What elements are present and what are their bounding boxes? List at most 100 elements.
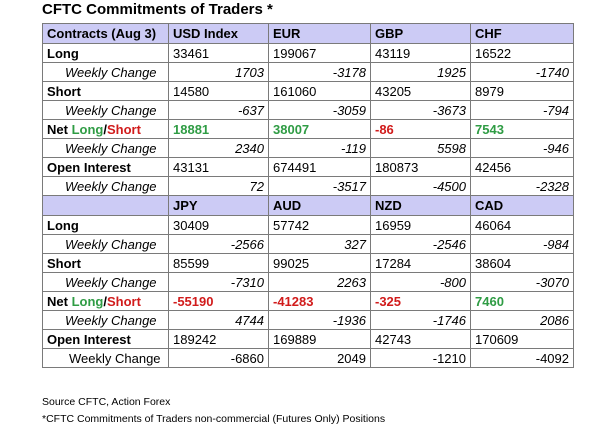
oi-change-row: Weekly Change -6860 2049 -1210 -4092 [42,348,574,368]
header-currency: NZD [370,195,471,216]
value-cell: -4092 [470,348,574,368]
value-cell: 327 [268,234,371,254]
long-change-row: Weekly Change -2566 327 -2546 -984 [42,234,574,254]
net-label-part: Long [71,121,104,137]
value-cell: 7460 [470,291,574,311]
header-currency: CAD [470,195,574,216]
value-cell: 189242 [168,329,269,349]
value-cell: 99025 [268,253,371,273]
value-cell: -1936 [268,310,371,330]
value-cell: -7310 [168,272,269,292]
row-label: Weekly Change [42,100,169,120]
net-label-part: Long [71,293,104,309]
row-label: Weekly Change [42,348,169,368]
header-row: Contracts (Aug 3) USD Index EUR GBP CHF [42,23,574,44]
value-cell: 7543 [470,119,574,139]
header-currency: GBP [370,23,471,44]
value-cell: -794 [470,100,574,120]
value-cell: -6860 [168,348,269,368]
row-label: Short [42,81,169,101]
header-contracts [42,195,169,216]
value-cell: 2263 [268,272,371,292]
value-cell: 1925 [370,62,471,82]
value-cell: 46064 [470,215,574,235]
value-cell: -800 [370,272,471,292]
net-row: Net Long/Short 18881 38007 -86 7543 [42,119,574,139]
value-cell: -3673 [370,100,471,120]
value-cell: -1740 [470,62,574,82]
net-change-row: Weekly Change 2340 -119 5598 -946 [42,138,574,158]
row-label: Weekly Change [42,62,169,82]
value-cell: 43131 [168,157,269,177]
header-currency: CHF [470,23,574,44]
oi-row: Open Interest 43131 674491 180873 42456 [42,157,574,177]
short-change-row: Weekly Change -7310 2263 -800 -3070 [42,272,574,292]
value-cell: -637 [168,100,269,120]
value-cell: -3070 [470,272,574,292]
value-cell: -2566 [168,234,269,254]
row-label: Long [42,43,169,63]
value-cell: 180873 [370,157,471,177]
row-label: Net Long/Short [42,119,169,139]
value-cell: 85599 [168,253,269,273]
row-label: Weekly Change [42,310,169,330]
value-cell: -3178 [268,62,371,82]
value-cell: 5598 [370,138,471,158]
value-cell: 16522 [470,43,574,63]
value-cell: 38007 [268,119,371,139]
value-cell: -1746 [370,310,471,330]
value-cell: -325 [370,291,471,311]
footnote: *CFTC Commitments of Traders non-commerc… [42,413,386,425]
value-cell: 43119 [370,43,471,63]
row-label: Weekly Change [42,272,169,292]
short-row: Short 85599 99025 17284 38604 [42,253,574,273]
value-cell: -984 [470,234,574,254]
value-cell: -3517 [268,176,371,196]
header-currency: JPY [168,195,269,216]
net-row: Net Long/Short -55190 -41283 -325 7460 [42,291,574,311]
value-cell: -86 [370,119,471,139]
value-cell: -1210 [370,348,471,368]
header-contracts: Contracts (Aug 3) [42,23,169,44]
row-label: Open Interest [42,157,169,177]
value-cell: 38604 [470,253,574,273]
header-currency: USD Index [168,23,269,44]
value-cell: 2049 [268,348,371,368]
value-cell: -4500 [370,176,471,196]
value-cell: 674491 [268,157,371,177]
value-cell: -41283 [268,291,371,311]
net-label-part: / [103,121,107,137]
oi-row: Open Interest 189242 169889 42743 170609 [42,329,574,349]
page-title: CFTC Commitments of Traders * [42,1,273,18]
row-label: Long [42,215,169,235]
row-label: Weekly Change [42,176,169,196]
value-cell: 14580 [168,81,269,101]
long-row: Long 33461 199067 43119 16522 [42,43,574,63]
value-cell: -946 [470,138,574,158]
row-label: Weekly Change [42,138,169,158]
value-cell: 2340 [168,138,269,158]
net-label-part: Short [106,293,141,309]
value-cell: -3059 [268,100,371,120]
cot-table: Contracts (Aug 3) USD Index EUR GBP CHF Long 3… [42,23,574,368]
short-change-row: Weekly Change -637 -3059 -3673 -794 [42,100,574,120]
value-cell: 161060 [268,81,371,101]
value-cell: 17284 [370,253,471,273]
value-cell: 72 [168,176,269,196]
net-label-part: / [103,293,107,309]
value-cell: 169889 [268,329,371,349]
net-change-row: Weekly Change 4744 -1936 -1746 2086 [42,310,574,330]
value-cell: -55190 [168,291,269,311]
value-cell: 33461 [168,43,269,63]
short-row: Short 14580 161060 43205 8979 [42,81,574,101]
long-change-row: Weekly Change 1703 -3178 1925 -1740 [42,62,574,82]
value-cell: 42743 [370,329,471,349]
value-cell: 2086 [470,310,574,330]
row-label: Weekly Change [42,234,169,254]
long-row: Long 30409 57742 16959 46064 [42,215,574,235]
row-label: Net Long/Short [42,291,169,311]
row-label: Short [42,253,169,273]
value-cell: 57742 [268,215,371,235]
value-cell: 16959 [370,215,471,235]
value-cell: 199067 [268,43,371,63]
